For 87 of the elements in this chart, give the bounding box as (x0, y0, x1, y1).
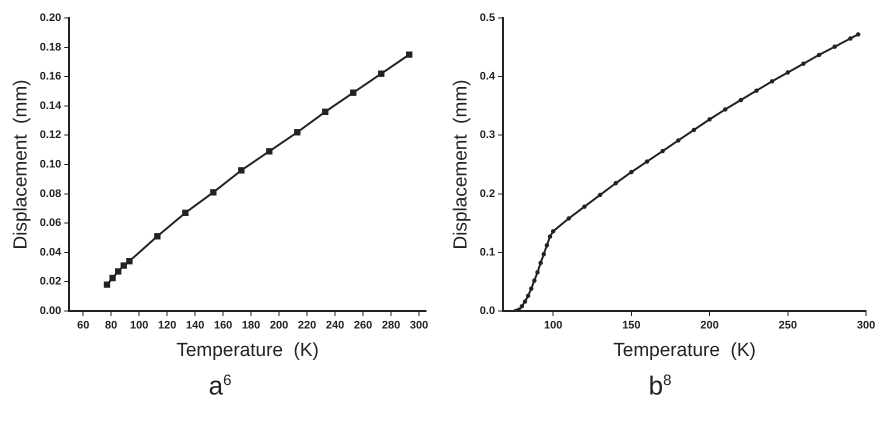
point (582, 204, 587, 209)
x-tick-label: 180 (242, 320, 260, 332)
x-tick-label: 160 (214, 320, 232, 332)
y-axis-title: Displacement (mm) (10, 80, 32, 250)
x-tick-label: 80 (105, 320, 118, 332)
point (786, 70, 790, 75)
y-tick-label: 0.18 (40, 41, 62, 54)
y-tick-label: 0.10 (40, 158, 62, 171)
point (723, 107, 728, 112)
y-tick-label: 0.0 (480, 305, 496, 318)
y-tick-label: 0.4 (480, 70, 496, 83)
point (566, 216, 571, 221)
point (707, 117, 712, 122)
point (614, 181, 618, 186)
x-tick-label: 240 (326, 320, 344, 332)
point (770, 79, 774, 84)
x-tick-label: 100 (544, 320, 562, 332)
point (532, 278, 537, 283)
x-tick-label: 300 (410, 320, 428, 332)
x-tick-label: 220 (298, 320, 316, 332)
point (210, 189, 217, 196)
point (538, 260, 543, 266)
point (598, 192, 602, 198)
x-tick-label: 100 (130, 320, 148, 332)
point (520, 304, 524, 309)
x-tick-label: 300 (856, 320, 876, 332)
point (104, 281, 110, 288)
point (182, 210, 189, 216)
point (120, 262, 127, 269)
point (294, 129, 300, 136)
point (738, 98, 744, 102)
point (322, 108, 328, 115)
point (378, 70, 384, 77)
y-tick-label: 0.06 (40, 217, 62, 230)
y-tick-label: 0.1 (480, 246, 496, 258)
point (529, 286, 534, 291)
text: b$^{8}$ (648, 370, 672, 401)
x-tick-label: 60 (77, 320, 90, 332)
point (692, 128, 696, 132)
x-tick-label: 260 (354, 320, 372, 332)
point (848, 36, 853, 41)
point (522, 299, 528, 304)
point (629, 170, 634, 174)
point (856, 32, 860, 37)
x-tick-label: 200 (270, 320, 288, 332)
point (548, 234, 552, 239)
point (660, 148, 665, 154)
y-tick-label: 0.12 (40, 129, 62, 142)
y-tick-label: 0.2 (480, 188, 496, 200)
y-tick-label: 0.20 (40, 12, 62, 24)
x-axis-title: Temperature (K) (176, 340, 319, 361)
point (115, 268, 122, 275)
point (350, 90, 356, 96)
point (238, 167, 244, 174)
x-tick-label: 200 (700, 320, 719, 332)
y-tick-label: 0.02 (40, 276, 62, 288)
y-tick-label: 0.14 (40, 100, 62, 112)
y-axis-title: Displacement (mm) (450, 80, 472, 250)
point (550, 229, 556, 234)
point (754, 88, 759, 93)
point (406, 51, 412, 58)
x-tick-label: 280 (382, 320, 400, 332)
point (526, 294, 530, 298)
point (544, 243, 550, 248)
x-tick-label: 140 (186, 320, 204, 332)
y-tick-label: 0.3 (480, 129, 496, 142)
y-tick-label: 0.00 (40, 305, 62, 318)
point (126, 258, 133, 264)
point (542, 252, 546, 256)
point (832, 44, 837, 49)
y-tick-label: 0.16 (40, 70, 62, 83)
point (676, 138, 680, 143)
x-tick-label: 150 (622, 320, 641, 332)
point (109, 274, 116, 282)
point (266, 148, 272, 154)
y-tick-label: 0.5 (480, 12, 496, 24)
point (535, 270, 540, 275)
x-tick-label: 120 (158, 320, 176, 332)
text: a$^{6}$ (208, 370, 232, 401)
point (644, 159, 650, 164)
point (801, 62, 806, 66)
point (816, 52, 822, 58)
y-tick-label: 0.08 (40, 188, 62, 200)
x-tick-label: 250 (778, 320, 797, 332)
y-tick-label: 0.04 (40, 246, 62, 258)
x-axis-title: Temperature (K) (613, 340, 756, 361)
point (154, 233, 161, 240)
